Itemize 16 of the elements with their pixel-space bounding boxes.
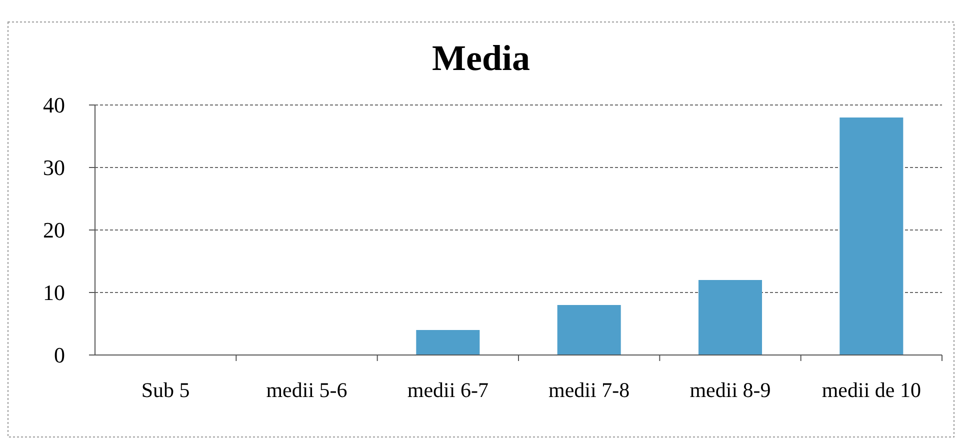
- x-tick-label: medii de 10: [822, 378, 921, 402]
- bar: [416, 330, 480, 355]
- x-tick-label: medii 8-9: [690, 378, 771, 402]
- y-tick-label: 0: [54, 342, 65, 368]
- chart-title: Media: [432, 38, 530, 78]
- y-tick-label: 10: [43, 280, 65, 306]
- y-tick-label: 40: [43, 92, 65, 118]
- y-tick-label: 20: [43, 218, 65, 243]
- x-tick-label: medii 6-7: [407, 378, 488, 402]
- y-tick-label: 30: [43, 155, 65, 180]
- bar: [557, 305, 621, 355]
- x-tick-label: medii 5-6: [266, 378, 348, 402]
- bar: [840, 118, 904, 355]
- bar: [698, 280, 762, 355]
- x-tick-label: medii 7-8: [548, 378, 630, 402]
- x-tick-label: Sub 5: [141, 378, 190, 402]
